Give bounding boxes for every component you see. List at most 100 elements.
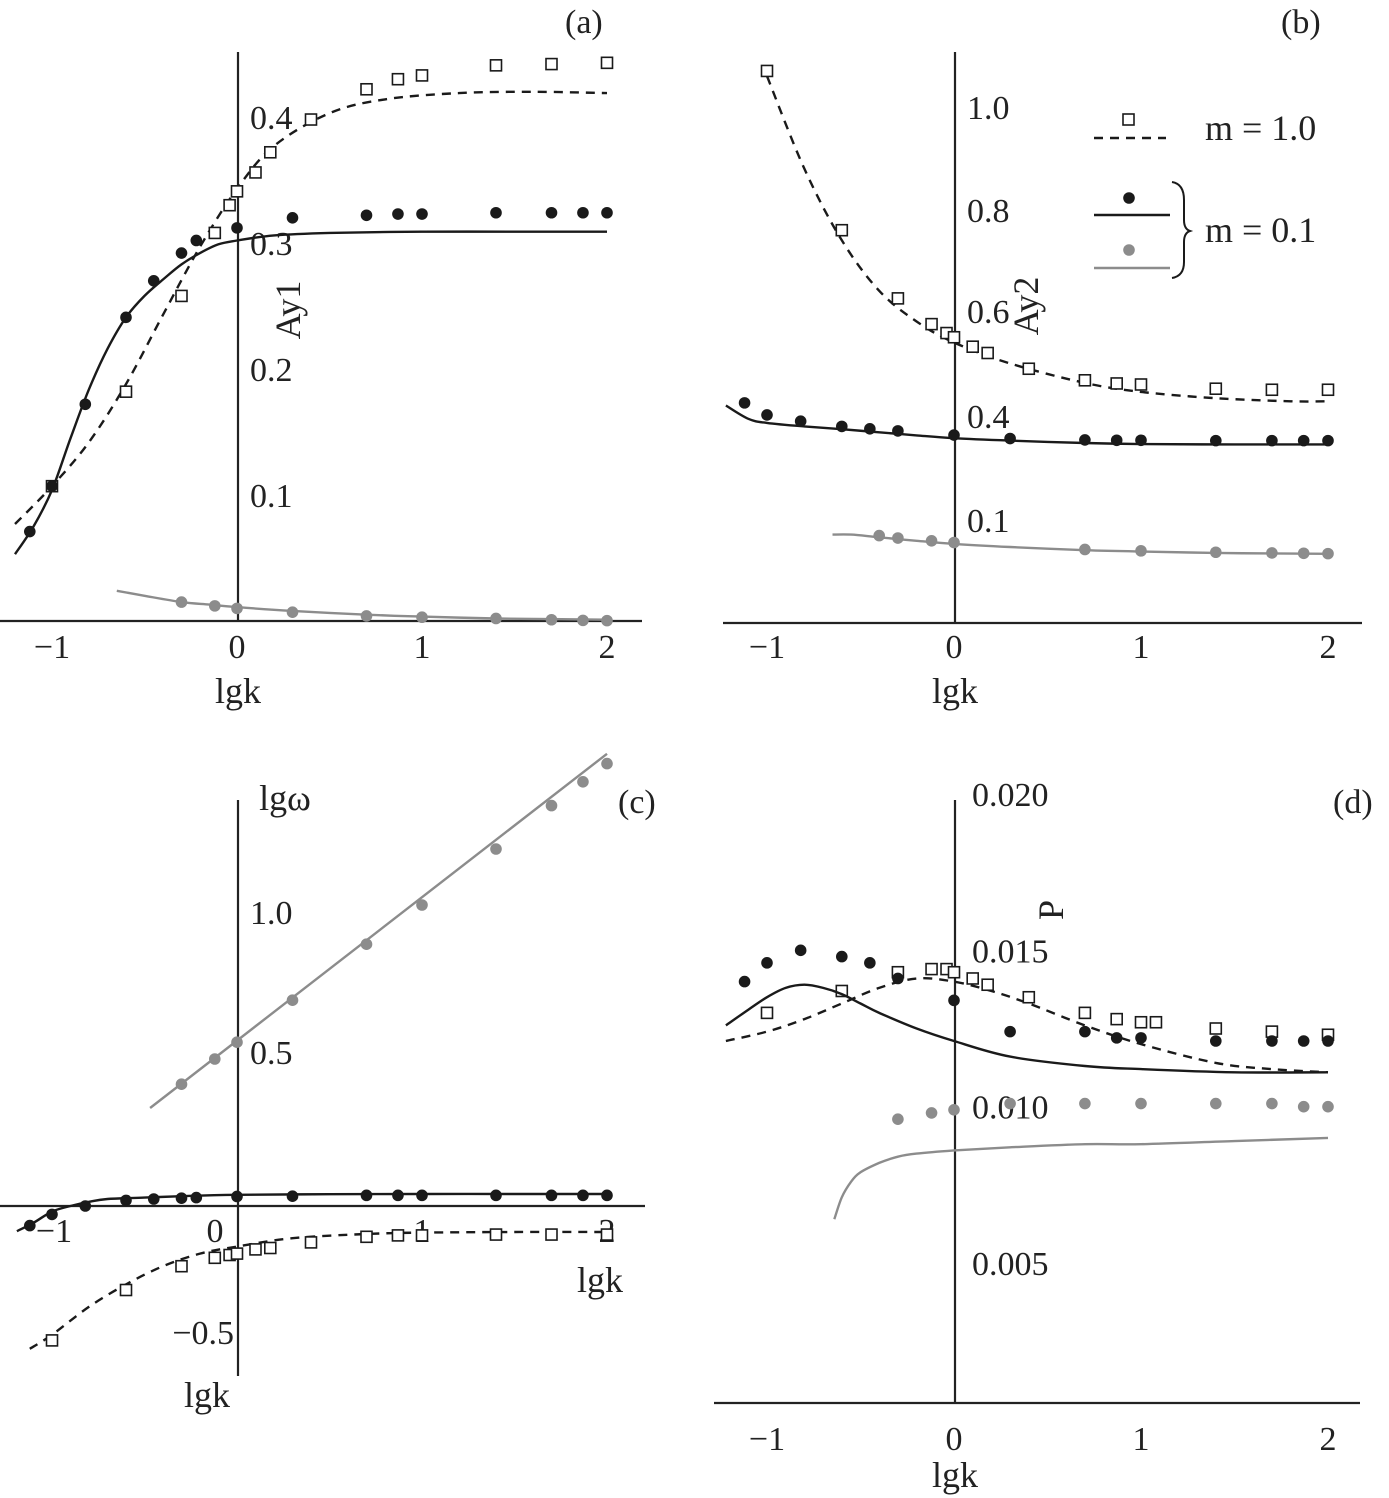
x-tick-label: 2 — [599, 629, 616, 666]
data-point-circle — [892, 972, 904, 985]
data-point-circle — [1297, 1100, 1310, 1113]
panel-label: (c) — [618, 784, 656, 821]
data-point-square — [947, 965, 961, 979]
x-tick-label: 0 — [207, 1213, 224, 1250]
data-point-circle — [545, 799, 558, 812]
data-point-square — [600, 56, 614, 70]
data-point-circle — [147, 1193, 160, 1205]
data-point-circle — [1266, 1097, 1278, 1110]
data-point-circle — [1110, 1032, 1123, 1044]
data-point-circle — [794, 944, 807, 957]
series-line-m10 — [29, 1230, 608, 1350]
x-axis-label: lgk — [184, 1375, 230, 1415]
data-point-circle — [79, 398, 92, 411]
x-tick-label: 0 — [946, 629, 963, 666]
data-point-circle — [175, 1192, 188, 1204]
data-point-square — [1134, 1015, 1148, 1029]
data-point-circle — [416, 611, 428, 624]
data-point-circle — [490, 612, 502, 625]
legend-marker-circle — [1123, 192, 1135, 204]
data-point-circle — [1210, 546, 1222, 559]
data-point-circle — [1079, 543, 1091, 556]
data-point-circle — [1135, 434, 1147, 447]
y-tick-label: 1.0 — [250, 895, 293, 932]
x-tick-label: −1 — [34, 629, 70, 666]
series-line-m10 — [14, 90, 608, 525]
data-point-square — [1078, 1006, 1092, 1020]
data-point-circle — [231, 222, 243, 234]
legend-marker-square — [1122, 113, 1135, 126]
data-point-circle — [392, 1189, 404, 1202]
y-tick-label: 0.005 — [972, 1246, 1049, 1283]
data-point-circle — [1322, 547, 1334, 560]
y-tick-label: −0.5 — [172, 1315, 234, 1352]
data-point-square — [1110, 377, 1123, 390]
data-point-circle — [892, 532, 904, 544]
data-point-circle — [925, 535, 938, 547]
data-point-square — [45, 1334, 59, 1347]
data-point-square — [1209, 382, 1223, 396]
series-line-m01-gray — [149, 752, 608, 1109]
y-tick-label: 0.3 — [250, 226, 293, 263]
panel-label: (b) — [1281, 4, 1321, 41]
x-tick-label: 2 — [1320, 1421, 1337, 1458]
data-point-circle — [416, 208, 428, 220]
data-point-circle — [46, 480, 58, 492]
y-tick-label: 0.4 — [967, 399, 1010, 436]
data-point-square — [230, 185, 244, 198]
data-point-circle — [190, 234, 203, 247]
data-point-square — [947, 330, 961, 344]
data-point-circle — [286, 606, 299, 618]
data-point-square — [208, 226, 222, 240]
data-point-circle — [46, 1208, 58, 1221]
series-line-m01 — [16, 1192, 607, 1233]
data-point-circle — [360, 610, 373, 622]
data-point-circle — [545, 206, 558, 219]
data-point-circle — [120, 1194, 132, 1207]
x-tick-label: 1 — [1133, 629, 1150, 666]
data-point-square — [835, 223, 849, 237]
data-point-square — [360, 1230, 373, 1244]
y-tick-label: 0.2 — [250, 352, 293, 389]
data-point-square — [545, 57, 558, 71]
series-line-m01-gray — [832, 533, 1329, 555]
data-point-circle — [1322, 1100, 1334, 1113]
data-point-circle — [1079, 1097, 1091, 1110]
x-axis-label: lgk — [932, 1455, 978, 1495]
data-point-circle — [836, 420, 848, 433]
data-point-circle — [286, 212, 299, 224]
data-point-circle — [490, 843, 502, 855]
data-point-square — [175, 289, 188, 303]
data-point-circle — [175, 247, 188, 259]
data-point-circle — [1297, 1035, 1310, 1047]
series-line-m01 — [14, 230, 607, 555]
data-point-circle — [577, 776, 589, 788]
data-point-circle — [24, 1219, 36, 1232]
data-point-circle — [864, 423, 876, 435]
data-point-square — [489, 1228, 503, 1241]
data-point-square — [263, 145, 277, 159]
y-tick-label: 0.015 — [972, 933, 1049, 970]
data-point-circle — [1322, 1035, 1334, 1047]
x-axis-label: lgk — [932, 671, 978, 711]
data-point-square — [304, 1236, 318, 1249]
data-point-circle — [392, 208, 404, 220]
data-point-circle — [761, 957, 773, 969]
panel-label: (a) — [565, 4, 603, 41]
data-point-square — [304, 113, 318, 126]
data-point-circle — [1266, 547, 1278, 559]
data-point-square — [230, 1247, 244, 1260]
data-point-circle — [1110, 434, 1123, 447]
data-point-circle — [286, 1190, 299, 1202]
legend-marker-circle-gray — [1123, 244, 1135, 256]
data-point-circle — [925, 1107, 938, 1119]
y-tick-label: 0.1 — [250, 478, 293, 515]
data-point-circle — [1004, 432, 1016, 445]
data-point-square — [1134, 378, 1148, 391]
y-tick-label: 0.5 — [250, 1035, 293, 1072]
data-point-circle — [1210, 1097, 1222, 1110]
data-point-square — [263, 1241, 277, 1255]
y-axis-label: lgω — [259, 778, 311, 818]
data-point-square — [1110, 1012, 1123, 1026]
